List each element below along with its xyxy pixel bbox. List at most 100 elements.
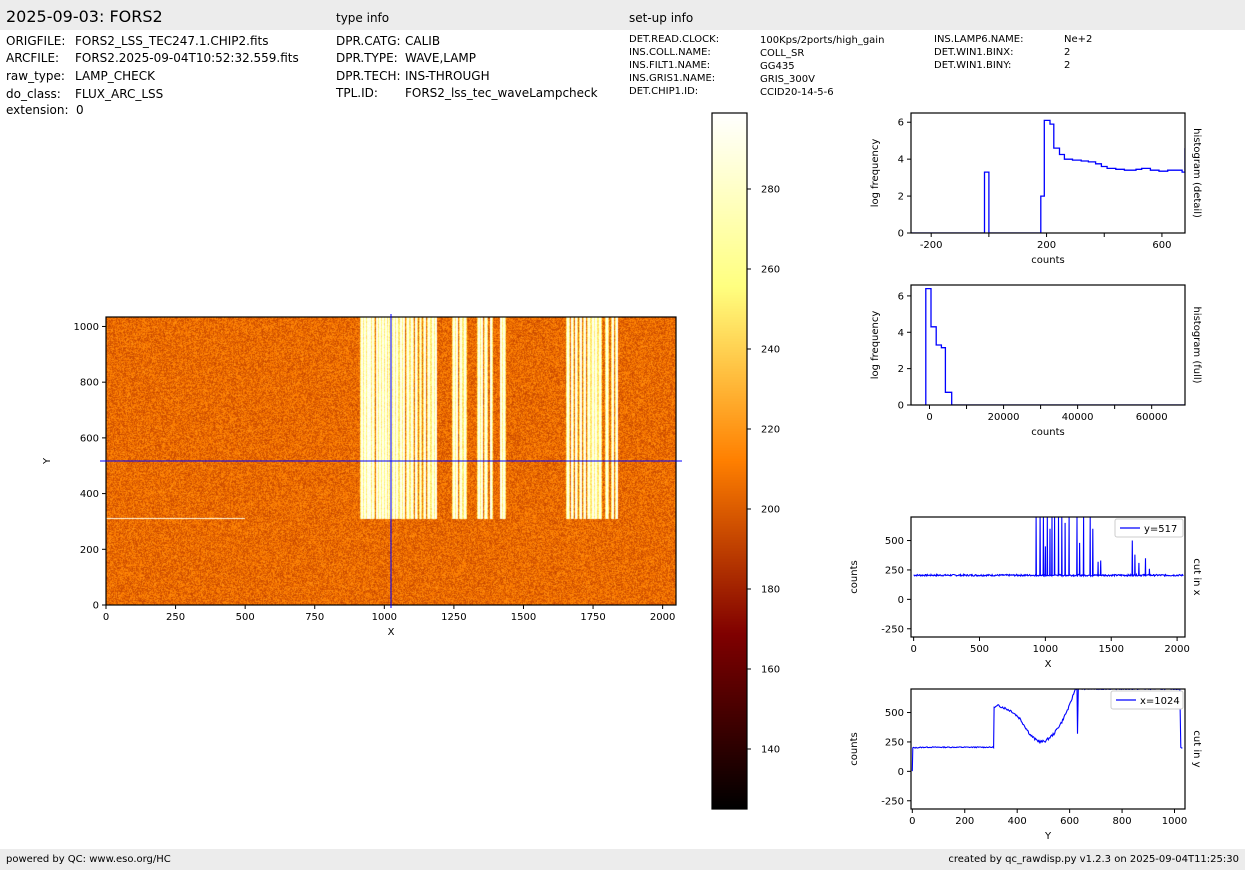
plot-side-title: cut in y (1191, 730, 1202, 767)
x-tick-label: 0 (103, 612, 109, 623)
y-tick-label: 2 (898, 192, 904, 203)
setup-info-key: INS.COLL.NAME: (629, 47, 711, 58)
x-tick-label: 1000 (1162, 816, 1187, 827)
x-tick-label: 0 (926, 412, 932, 423)
x-tick-label: 0 (910, 644, 916, 655)
setup-info-heading: set-up info (629, 11, 694, 25)
y-tick-label: 600 (80, 433, 99, 444)
colorbar-tick-label: 240 (761, 345, 780, 356)
plot-frame (910, 284, 1186, 406)
y-tick-label: 500 (885, 708, 904, 719)
setup-info-key: INS.GRIS1.NAME: (629, 73, 716, 84)
file-info-value: FORS2.2025-09-04T10:52:32.559.fits (75, 51, 299, 65)
y-tick-label: 250 (885, 737, 904, 748)
footer-credit: powered by QC: www.eso.org/HC (6, 854, 171, 865)
x-tick-label: 600 (1152, 240, 1171, 251)
footer-generator: created by qc_rawdisp.py v1.2.3 on 2025-… (948, 854, 1239, 865)
x-tick-label: 500 (970, 644, 989, 655)
plot-side-title: histogram (detail) (1191, 128, 1202, 218)
y-tick-label: 500 (885, 536, 904, 547)
x-tick-label: 2000 (1164, 644, 1189, 655)
y-tick-label: 4 (898, 155, 904, 166)
x-tick-label: 1000 (1033, 644, 1058, 655)
file-info-value: 0 (76, 103, 84, 117)
setup-info-value: CCID20-14-5-6 (760, 87, 834, 98)
colorbar-tick-label: 160 (761, 665, 780, 676)
x-tick-label: 250 (166, 612, 185, 623)
file-info-key: ARCFILE: (6, 51, 60, 65)
x-tick-label: 1250 (441, 612, 466, 623)
y-tick-label: 1000 (74, 322, 99, 333)
setup-info-key: INS.FILT1.NAME: (629, 60, 711, 71)
setup-info-value: 2 (1064, 60, 1071, 71)
colorbar-tick-label: 200 (761, 505, 780, 516)
y-tick-label: 0 (93, 601, 99, 612)
y-axis-label: log frequency (870, 139, 881, 208)
file-info-key: extension: (6, 103, 69, 117)
x-tick-label: 20000 (988, 412, 1020, 423)
setup-info-key: DET.READ.CLOCK: (629, 34, 720, 45)
colorbar-tick-label: 140 (761, 745, 780, 756)
colorbar-tick-label: 260 (761, 265, 780, 276)
x-tick-label: 200 (1037, 240, 1056, 251)
x-tick-label: -200 (920, 240, 943, 251)
y-tick-label: 6 (898, 118, 904, 129)
file-info-key: do_class: (6, 87, 61, 101)
legend-box (1110, 690, 1184, 710)
legend-label: y=517 (1144, 524, 1177, 535)
plot-frame (910, 112, 1186, 234)
footer-band (0, 849, 1245, 870)
y-tick-label: 4 (898, 328, 904, 339)
y-tick-label: 200 (80, 545, 99, 556)
x-axis-label: X (388, 627, 395, 638)
cut-line (913, 517, 1184, 578)
x-axis-label: Y (1044, 831, 1052, 842)
y-tick-label: 0 (898, 595, 904, 606)
x-tick-label: 400 (1008, 816, 1027, 827)
y-tick-label: 0 (898, 401, 904, 412)
setup-info-value: GG435 (760, 61, 795, 72)
type-info-key: TPL.ID: (336, 86, 378, 100)
setup-info-key: INS.LAMP6.NAME: (934, 34, 1024, 45)
x-tick-label: 40000 (1062, 412, 1094, 423)
y-tick-label: 2 (898, 364, 904, 375)
x-tick-label: 800 (1113, 816, 1132, 827)
x-tick-label: 750 (305, 612, 324, 623)
setup-info-value: 2 (1064, 47, 1071, 58)
histogram-detail-plot: -200 200 600 0 2 4 6 counts log frequency histogr… (870, 112, 1202, 266)
image-panel: 0 250 500 750 1000 1250 1500 1750 2000 0 200 400 600… (42, 314, 682, 638)
file-info-key: raw_type: (6, 69, 65, 83)
y-axis-label: counts (849, 732, 860, 765)
y-axis-label: Y (42, 457, 53, 465)
histogram-full-plot: 0 20000 40000 60000 0 2 4 6 counts log frequency h… (870, 284, 1202, 438)
plot-side-title: histogram (full) (1191, 306, 1202, 383)
type-info-heading: type info (336, 11, 390, 25)
file-info-key: ORIGFILE: (6, 34, 66, 48)
type-info-value: INS-THROUGH (405, 69, 490, 83)
colorbar-tick-label: 180 (761, 585, 780, 596)
plot-frame (910, 516, 1186, 638)
type-info-value: WAVE,LAMP (405, 51, 477, 65)
y-tick-label: -250 (881, 624, 904, 635)
x-tick-label: 1000 (372, 612, 397, 623)
x-axis-label: counts (1031, 255, 1064, 266)
setup-info-key: DET.WIN1.BINX: (934, 47, 1014, 58)
setup-info-key: DET.CHIP1.ID: (629, 86, 699, 97)
file-info-value: LAMP_CHECK (75, 69, 155, 83)
setup-info-value: COLL_SR (760, 48, 805, 59)
type-info-key: DPR.CATG: (336, 34, 401, 48)
y-tick-label: 6 (898, 291, 904, 302)
x-axis-label: X (1045, 659, 1052, 670)
y-tick-label: 400 (80, 489, 99, 500)
setup-info-key: DET.WIN1.BINY: (934, 60, 1012, 71)
x-tick-label: 2000 (650, 612, 675, 623)
y-tick-label: 250 (885, 565, 904, 576)
setup-info-value: Ne+2 (1064, 34, 1093, 45)
file-info-value: FLUX_ARC_LSS (75, 87, 164, 101)
y-axis-label: counts (849, 560, 860, 593)
x-tick-label: 1750 (580, 612, 605, 623)
type-info-value: CALIB (405, 34, 441, 48)
x-tick-label: 60000 (1136, 412, 1168, 423)
